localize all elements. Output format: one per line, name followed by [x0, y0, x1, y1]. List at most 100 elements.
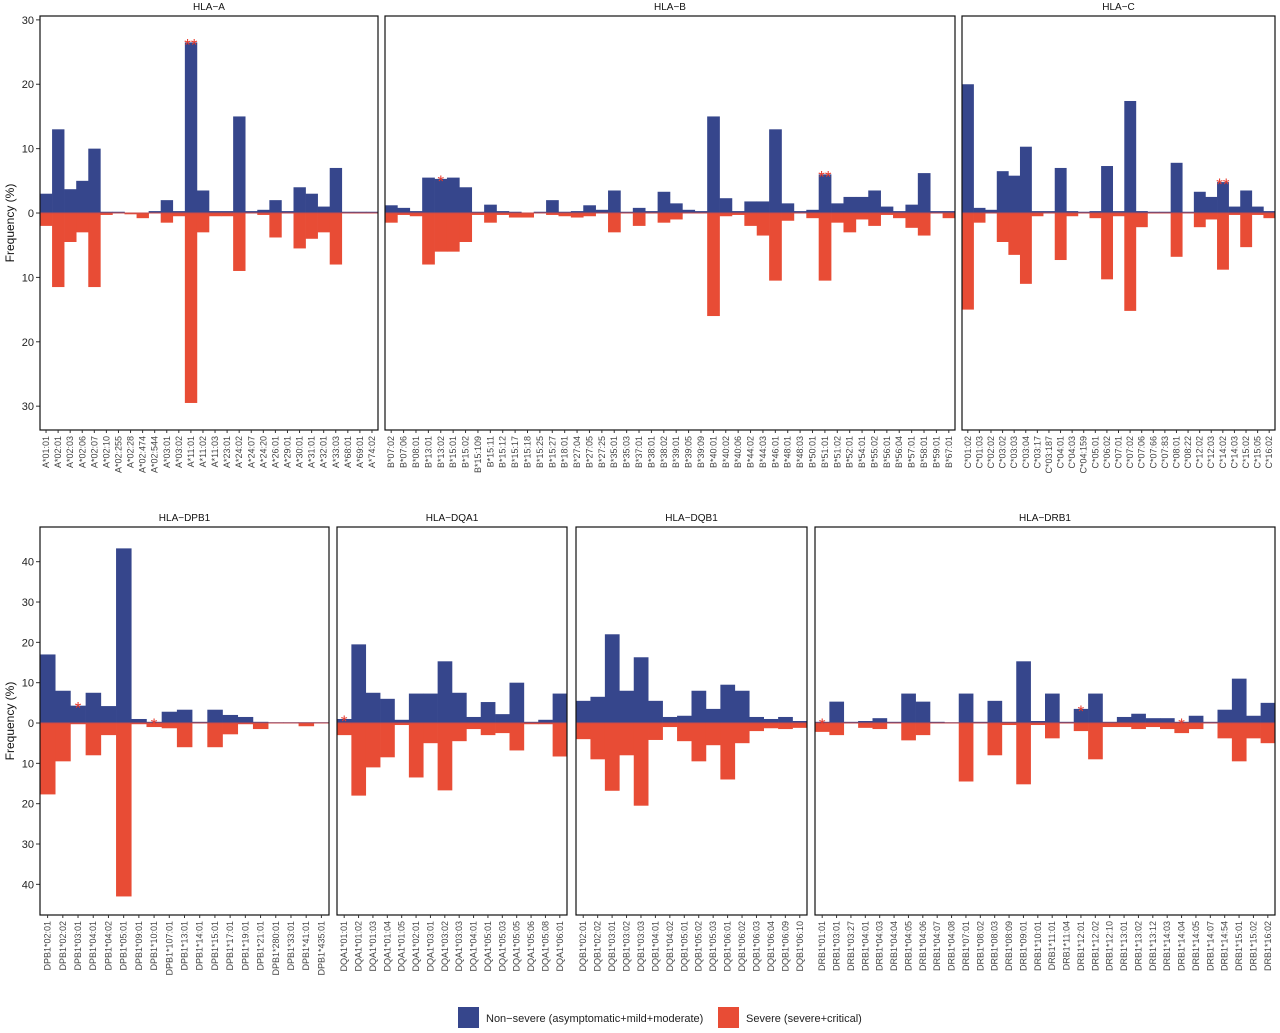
bar	[466, 716, 482, 724]
bar	[124, 213, 137, 215]
x-tick-label: DPB1*14:01	[195, 921, 205, 971]
x-tick-label: B*59:01	[931, 436, 941, 468]
x-tick-label: C*08:01	[1171, 436, 1181, 469]
bar	[806, 213, 819, 219]
bar	[694, 211, 708, 214]
bar	[1260, 702, 1276, 724]
x-tick-label: C*12:02	[1195, 436, 1205, 469]
legend-swatch	[718, 1007, 739, 1028]
bar	[996, 213, 1009, 242]
legend-label: Severe (severe+critical)	[746, 1013, 862, 1025]
bar	[317, 206, 331, 214]
bar	[1073, 708, 1089, 724]
x-tick-label: DQA1*03:02	[440, 921, 450, 972]
x-tick-label: DQB1*02:01	[578, 921, 588, 972]
bar	[590, 723, 606, 760]
x-tick-label: B*35:01	[609, 436, 619, 468]
bar	[538, 719, 553, 724]
x-tick-label: DRB1*13:02	[1133, 921, 1143, 971]
x-tick-label: C*07:06	[1137, 436, 1147, 469]
bar	[1131, 713, 1146, 724]
bar	[905, 204, 919, 214]
bar	[172, 211, 186, 214]
bar	[1188, 715, 1204, 724]
bar	[446, 177, 460, 214]
x-tick-label: B*50:01	[808, 436, 818, 468]
bar	[305, 193, 318, 214]
bar	[719, 213, 733, 217]
bar	[245, 211, 258, 214]
bar	[818, 174, 832, 214]
bar	[1008, 213, 1021, 255]
bar	[1160, 723, 1175, 730]
bar	[252, 721, 269, 724]
x-tick-label: C*07:66	[1148, 436, 1158, 469]
panel-title: HLA−DPB1	[159, 513, 211, 524]
x-tick-label: DQA1*01:05	[397, 921, 407, 972]
x-tick-label: C*05:01	[1090, 436, 1100, 469]
x-tick-label: B*07:06	[399, 436, 409, 468]
x-tick-label: C*14:03	[1229, 436, 1239, 469]
x-tick-label: A*01:01	[41, 436, 51, 468]
y-tick-label: 10	[22, 272, 34, 284]
x-tick-label: B*40:01	[708, 436, 718, 468]
x-tick-label: DQB1*06:09	[780, 921, 790, 972]
bar	[76, 180, 89, 214]
panel-title: HLA−B	[654, 2, 686, 13]
bar	[480, 702, 496, 724]
bar	[495, 723, 510, 734]
x-tick-label: B*56:04	[894, 436, 904, 468]
bar	[422, 213, 435, 265]
bar	[409, 213, 423, 217]
bar	[705, 708, 721, 724]
x-tick-label: C*03:187	[1044, 436, 1054, 474]
bar	[880, 213, 894, 215]
bar	[1135, 211, 1148, 214]
bar	[305, 213, 318, 239]
bar	[1131, 723, 1146, 730]
bar	[855, 196, 869, 214]
bar	[293, 213, 306, 249]
x-tick-label: DPB1*41:01	[301, 921, 311, 971]
bar	[207, 723, 223, 748]
bar	[466, 723, 482, 730]
x-tick-label: DPB1*13:01	[180, 921, 190, 971]
x-tick-label: DRB1*14:54	[1220, 921, 1230, 971]
panel-title: HLA−A	[193, 2, 225, 13]
x-tick-label: DQB1*04:02	[665, 921, 675, 972]
bar	[744, 213, 758, 226]
x-tick-label: A*11:03	[210, 436, 220, 467]
bar	[423, 693, 438, 724]
bar	[590, 696, 606, 724]
bar	[1088, 693, 1103, 724]
x-tick-label: B*48:01	[783, 436, 793, 468]
bar	[184, 42, 198, 214]
bar	[1112, 211, 1125, 214]
bar	[509, 723, 525, 751]
bar	[351, 723, 367, 796]
bar	[901, 693, 916, 724]
x-tick-label: A*31:01	[307, 436, 317, 468]
bar	[792, 723, 808, 728]
x-tick-label: C*03:02	[998, 436, 1008, 469]
bar	[1019, 146, 1032, 214]
x-tick-label: DRB1*16:02	[1263, 921, 1273, 971]
bar	[148, 211, 162, 214]
x-tick-label: DPB1*02:01	[43, 921, 53, 971]
bar	[1102, 721, 1118, 724]
bar	[496, 211, 510, 214]
significance-marker: *	[341, 712, 348, 731]
bar	[394, 719, 410, 724]
bar	[1077, 211, 1090, 214]
bar	[523, 721, 539, 724]
bar	[222, 723, 239, 735]
significance-marker: *	[1178, 715, 1185, 734]
x-tick-label: DQB1*06:03	[751, 921, 761, 972]
bar	[172, 213, 186, 217]
bar	[915, 701, 931, 724]
bar	[792, 721, 808, 724]
x-tick-label: B*15:12	[498, 436, 508, 468]
bar	[146, 723, 162, 728]
bar	[408, 693, 424, 724]
x-tick-label: DQA1*06:01	[555, 921, 565, 972]
